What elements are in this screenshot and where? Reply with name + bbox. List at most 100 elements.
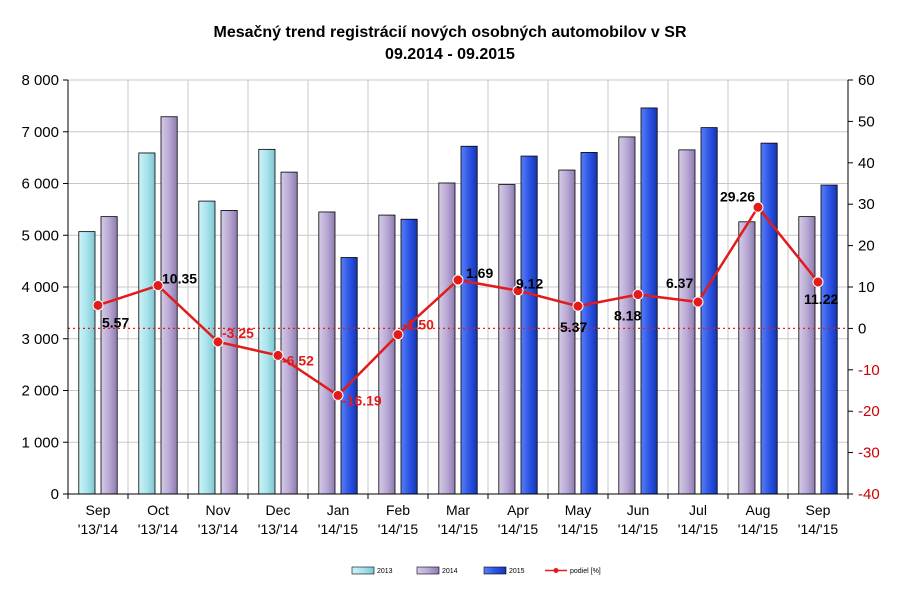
data-label: 9.12: [516, 276, 543, 292]
share-point: [512, 285, 524, 297]
chart-title: Mesačný trend registrácií nových osobnýc…: [213, 24, 686, 41]
data-label: -6.52: [282, 352, 314, 368]
data-label: 6.37: [666, 275, 693, 291]
y-left-tick-label: 8 000: [21, 72, 59, 89]
y-left-tick-label: 2 000: [21, 383, 59, 400]
bar-2014: [438, 182, 456, 495]
y-right-tick-label: -10: [858, 362, 880, 379]
bar-2015: [760, 142, 778, 495]
x-tick-label-period: '14/'15: [618, 521, 659, 537]
x-tick-label-period: '13/'14: [78, 521, 119, 537]
x-tick-label: Jul: [689, 502, 707, 518]
share-point: [212, 336, 224, 348]
x-tick-label: Jun: [627, 502, 650, 518]
bar-2013: [78, 231, 96, 495]
x-tick-label-period: '13/'14: [138, 521, 179, 537]
x-tick-label-period: '14/'15: [558, 521, 599, 537]
legend-line-marker: [553, 568, 559, 573]
y-left-tick-label: 0: [51, 486, 59, 503]
bar-2014: [498, 184, 516, 495]
data-label: -3.25: [222, 325, 254, 341]
gridlines: [67, 79, 849, 495]
bar-2015: [700, 127, 718, 495]
x-tick-label: Sep: [806, 502, 831, 518]
legend-swatch-2015: [483, 566, 507, 575]
bar-2015: [820, 184, 838, 495]
share-point: [812, 276, 824, 288]
legend: 2013 2014 2015 podiel [%]: [351, 566, 601, 575]
share-point: [152, 280, 164, 292]
legend-label: 2015: [509, 568, 525, 575]
bar-2015: [400, 218, 418, 495]
y-right-tick-label: 30: [858, 196, 875, 213]
x-tick-label: Apr: [507, 502, 529, 518]
x-tick-label: Feb: [386, 502, 410, 518]
x-tick-label: May: [565, 502, 591, 518]
y-right-tick-label: 60: [858, 72, 875, 89]
bar-2014: [378, 214, 396, 495]
data-label: 1.69: [466, 265, 493, 281]
data-labels: 5.57 10.35 -3.25 -6.52 -16.19 -1.50 1.69 9.12 5.…: [102, 188, 838, 408]
y-right-tick-label: -30: [858, 445, 880, 462]
x-tick-label-period: '14/'15: [438, 521, 479, 537]
x-tick-label-period: '14/'15: [498, 521, 539, 537]
y-right-tick-label: 40: [858, 155, 875, 172]
x-tick-label: Nov: [206, 502, 231, 518]
x-tick-label-period: '13/'14: [258, 521, 299, 537]
data-label: 8.18: [614, 308, 641, 324]
x-tick-label-period: '14/'15: [798, 521, 839, 537]
y-right-tick-label: -20: [858, 403, 880, 420]
data-label: -1.50: [402, 317, 434, 333]
bar-2013: [258, 148, 276, 495]
bar-2014: [220, 210, 238, 495]
x-tick-label-period: '13/'14: [198, 521, 239, 537]
y-left-tick-label: 3 000: [21, 331, 59, 348]
axes: 0 1 000 2 000 3 000 4 000 5 000 6 000 7 000 8 00…: [21, 72, 879, 537]
share-point: [392, 329, 404, 341]
y-right-tick-label: 50: [858, 113, 875, 130]
data-label: 29.26: [720, 188, 755, 204]
x-tick-label-period: '14/'15: [378, 521, 419, 537]
bar-2014: [738, 221, 756, 495]
x-tick-label: Jan: [327, 502, 350, 518]
share-point: [92, 299, 104, 311]
x-tick-label: Dec: [266, 502, 291, 518]
bar-2014: [100, 216, 118, 495]
legend-label: 2014: [442, 568, 458, 575]
chart-subtitle: 09.2014 - 09.2015: [385, 46, 515, 63]
legend-swatch-2013: [351, 566, 375, 575]
y-left-tick-label: 4 000: [21, 279, 59, 296]
bar-2015: [520, 155, 538, 495]
bar-2015: [640, 107, 658, 495]
x-tick-label-period: '14/'15: [738, 521, 779, 537]
share-point: [572, 300, 584, 312]
x-tick-label-period: '14/'15: [678, 521, 719, 537]
x-tick-label-period: '14/'15: [318, 521, 359, 537]
bars: [78, 107, 838, 495]
data-label: 11.22: [804, 291, 838, 307]
y-right-tick-label: 20: [858, 238, 875, 255]
bar-2014: [160, 116, 178, 495]
legend-swatch-2014: [416, 566, 440, 575]
bar-2014: [678, 149, 696, 495]
x-tick-label: Mar: [446, 502, 470, 518]
bar-2014: [280, 171, 298, 495]
share-point: [752, 201, 764, 213]
share-point: [692, 296, 704, 308]
data-label: 5.37: [560, 319, 587, 335]
y-left-tick-label: 5 000: [21, 227, 59, 244]
x-tick-label: Aug: [746, 502, 771, 518]
bar-2013: [198, 200, 216, 495]
y-left-tick-label: 1 000: [21, 434, 59, 451]
y-right-tick-label: -40: [858, 486, 880, 503]
share-point: [632, 289, 644, 301]
data-label: 5.57: [102, 314, 129, 330]
y-left-tick-label: 7 000: [21, 124, 59, 141]
data-label: 10.35: [162, 271, 197, 287]
bar-2013: [138, 152, 156, 495]
bar-2014: [318, 211, 336, 495]
legend-label: 2013: [377, 568, 393, 575]
share-line: [92, 201, 824, 401]
